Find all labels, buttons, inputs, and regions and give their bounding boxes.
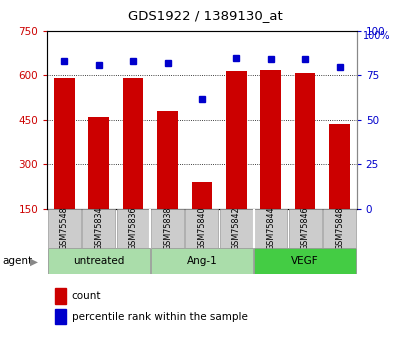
- Bar: [254, 209, 287, 248]
- Bar: [48, 209, 81, 248]
- Bar: [294, 72, 315, 209]
- Text: GSM75834: GSM75834: [94, 206, 103, 249]
- Text: GSM75836: GSM75836: [128, 206, 137, 249]
- Text: GSM75842: GSM75842: [231, 206, 240, 249]
- Bar: [88, 117, 109, 209]
- Text: VEGF: VEGF: [290, 256, 318, 266]
- Bar: [328, 124, 349, 209]
- Bar: [123, 78, 143, 209]
- Bar: [254, 248, 355, 274]
- Text: GDS1922 / 1389130_at: GDS1922 / 1389130_at: [127, 9, 282, 22]
- Bar: [82, 209, 115, 248]
- Bar: [225, 71, 246, 209]
- Text: GSM75548: GSM75548: [60, 206, 69, 249]
- Text: untreated: untreated: [73, 256, 124, 266]
- Bar: [48, 248, 149, 274]
- Bar: [260, 70, 280, 209]
- Text: count: count: [72, 291, 101, 301]
- Text: percentile rank within the sample: percentile rank within the sample: [72, 312, 247, 322]
- Bar: [288, 209, 321, 248]
- Text: GSM75840: GSM75840: [197, 206, 206, 249]
- Bar: [219, 209, 252, 248]
- Text: GSM75848: GSM75848: [334, 206, 343, 249]
- Bar: [54, 78, 74, 209]
- Text: GSM75838: GSM75838: [163, 206, 172, 249]
- Bar: [191, 182, 212, 209]
- Text: agent: agent: [2, 256, 32, 266]
- Bar: [116, 209, 149, 248]
- Text: ▶: ▶: [29, 256, 38, 266]
- Text: 100%: 100%: [362, 31, 389, 41]
- Text: Ang-1: Ang-1: [186, 256, 217, 266]
- Bar: [151, 209, 184, 248]
- Text: GSM75846: GSM75846: [300, 206, 309, 249]
- Bar: [151, 248, 252, 274]
- Bar: [185, 209, 218, 248]
- Text: GSM75844: GSM75844: [265, 206, 274, 249]
- Bar: [157, 111, 178, 209]
- Bar: [322, 209, 355, 248]
